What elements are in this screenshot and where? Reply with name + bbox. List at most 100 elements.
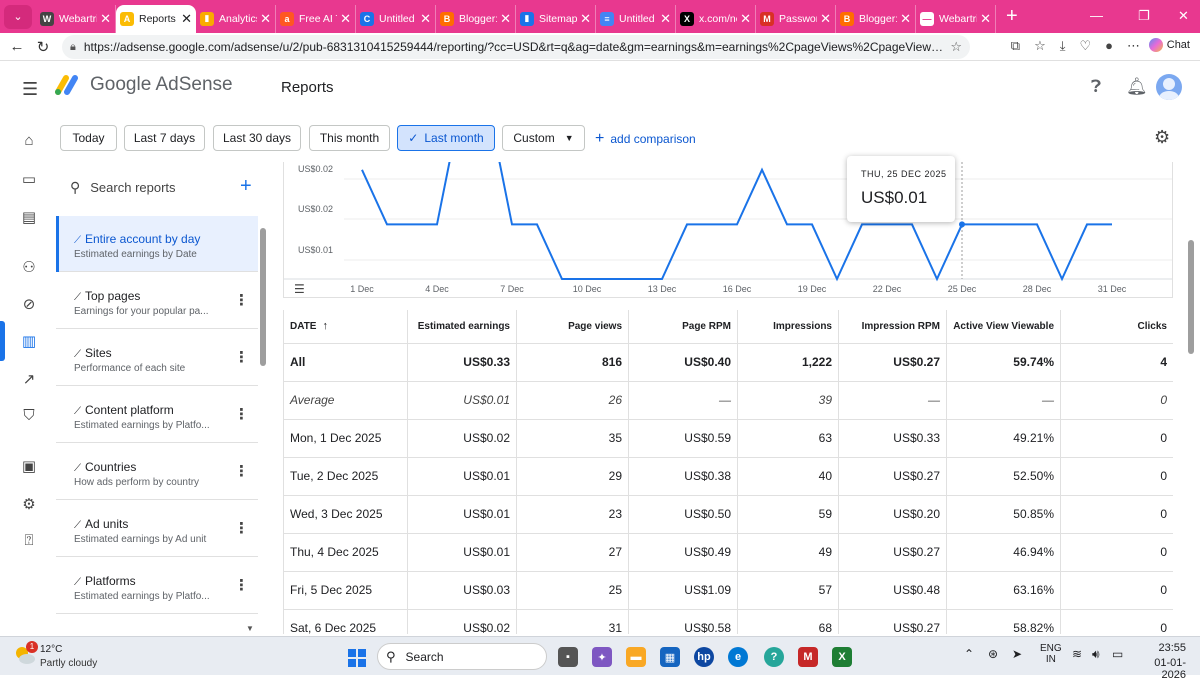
favorite-star-icon[interactable]: ☆ bbox=[950, 39, 962, 54]
hp-app-icon[interactable]: hp bbox=[694, 647, 714, 667]
browser-tab[interactable]: C Untitled ✕ bbox=[356, 4, 436, 33]
report-list-item[interactable]: ⟋ Ad units Estimated earnings by Ad unit ⋮ bbox=[56, 501, 258, 557]
browser-tab[interactable]: a Free AI T✕ bbox=[276, 4, 356, 33]
reports-panel-scrollbar[interactable] bbox=[260, 228, 266, 366]
browser-tab[interactable]: Xx.com/no✕ bbox=[676, 4, 756, 33]
copilot-app-icon[interactable]: ✦ bbox=[592, 647, 612, 667]
home-icon[interactable]: ⌂ bbox=[24, 132, 34, 149]
feedback-icon[interactable]: ⍰ bbox=[24, 532, 34, 549]
health-icon[interactable]: ♡ bbox=[1079, 38, 1092, 53]
more-options-icon[interactable]: ⋮ bbox=[234, 292, 249, 309]
wifi-icon[interactable]: ≋ bbox=[1072, 647, 1083, 661]
chip-today[interactable]: Today bbox=[60, 125, 117, 151]
create-report-button[interactable]: + bbox=[240, 175, 252, 197]
more-options-icon[interactable]: ⋮ bbox=[234, 349, 249, 366]
page-scrollbar[interactable] bbox=[1188, 240, 1194, 354]
column-header[interactable]: Impression RPM bbox=[838, 310, 947, 344]
tab-actions-menu-button[interactable]: ⌄ bbox=[4, 4, 32, 29]
browser-tab[interactable]: W Webartrix✕ bbox=[36, 4, 116, 33]
privacy-messaging-icon[interactable]: ⛉ bbox=[23, 407, 35, 424]
system-clock[interactable]: 23:55 01-01-2026 bbox=[1132, 642, 1186, 681]
browser-tab[interactable]: B Blogger: ✕ bbox=[436, 4, 516, 33]
column-header[interactable]: Page views bbox=[516, 310, 629, 344]
browser-tab[interactable]: B Blogger: ✕ bbox=[836, 4, 916, 33]
chip-last-30-days[interactable]: Last 30 days bbox=[213, 125, 301, 151]
browser-tab[interactable]: A Reports –✕ bbox=[116, 4, 196, 33]
report-list-item[interactable]: ⟋ Countries How ads perform by country ⋮ bbox=[56, 444, 258, 500]
optimization-icon[interactable]: ↗ bbox=[22, 371, 36, 388]
back-icon[interactable]: ← bbox=[9, 38, 25, 55]
more-options-icon[interactable]: ⋮ bbox=[234, 520, 249, 537]
tab-close-icon[interactable]: ✕ bbox=[980, 10, 991, 26]
show-hidden-icons-icon[interactable]: ⌃ bbox=[964, 647, 975, 661]
browser-tab[interactable]: ▮ Analytics ✕ bbox=[196, 4, 276, 33]
search-reports[interactable]: ⚲ Search reports + bbox=[70, 175, 252, 197]
report-list-item[interactable]: ⟋ Content platform Estimated earnings by P… bbox=[56, 387, 258, 443]
favorites-icon[interactable]: ☆ bbox=[1034, 38, 1046, 53]
tab-close-icon[interactable]: ✕ bbox=[340, 10, 351, 26]
battery-icon[interactable]: ▭ bbox=[1112, 647, 1124, 661]
mcafee-icon[interactable]: M bbox=[798, 647, 818, 667]
reload-icon[interactable]: ↻ bbox=[36, 38, 50, 56]
settings-icon[interactable]: ⚙ bbox=[22, 496, 36, 513]
tab-close-icon[interactable]: ✕ bbox=[820, 10, 831, 26]
store-icon[interactable]: ▦ bbox=[660, 647, 680, 667]
reports-icon[interactable]: ▥ bbox=[21, 333, 37, 350]
more-icon[interactable]: ⋯ bbox=[1127, 38, 1140, 53]
report-list-item[interactable]: ⟋ Platforms Estimated earnings by Platfo..… bbox=[56, 558, 258, 614]
earnings-chart[interactable]: US$0.02 US$0.02 US$0.01 1 Dec 4 Dec 7 Dec 10 D… bbox=[283, 162, 1173, 298]
edge-browser-icon[interactable]: e bbox=[728, 647, 748, 667]
notifications-icon[interactable]: 🔔︎ bbox=[1126, 77, 1148, 96]
copilot-chat-button[interactable]: Chat bbox=[1148, 38, 1190, 52]
report-settings-icon[interactable]: ⚙ bbox=[1154, 127, 1171, 147]
column-header[interactable]: Estimated earnings bbox=[407, 310, 517, 344]
more-options-icon[interactable]: ⋮ bbox=[234, 577, 249, 594]
tab-close-icon[interactable]: ✕ bbox=[420, 10, 431, 26]
support-app-icon[interactable]: ? bbox=[764, 647, 784, 667]
blocking-controls-icon[interactable]: ⊘ bbox=[22, 296, 36, 313]
column-header[interactable]: Page RPM bbox=[628, 310, 738, 344]
address-bar[interactable]: 🔒︎ https://adsense.google.com/adsense/u/… bbox=[62, 35, 970, 59]
more-options-icon[interactable]: ⋮ bbox=[234, 463, 249, 480]
tab-close-icon[interactable]: ✕ bbox=[740, 10, 751, 26]
more-options-icon[interactable]: ⋮ bbox=[234, 406, 249, 423]
column-header[interactable]: Clicks bbox=[1060, 310, 1173, 344]
report-list-item[interactable]: ⟋ Sites Performance of each site ⋮ bbox=[56, 330, 258, 386]
browser-tab[interactable]: M Password✕ bbox=[756, 4, 836, 33]
taskbar-search[interactable]: ⚲ Search bbox=[377, 643, 547, 670]
column-header[interactable]: Active View Viewable bbox=[946, 310, 1061, 344]
chip-last-month[interactable]: ✓ Last month bbox=[397, 125, 495, 151]
scroll-down-arrow-icon[interactable]: ▼ bbox=[246, 624, 254, 633]
chart-menu-icon[interactable]: ☰ bbox=[294, 282, 305, 296]
audience-icon[interactable]: ⚇ bbox=[22, 259, 36, 276]
adsense-logo[interactable]: Google AdSense bbox=[54, 74, 233, 96]
language-indicator[interactable]: ENG IN bbox=[1040, 643, 1062, 665]
profile-icon[interactable]: ● bbox=[1105, 38, 1113, 53]
column-header[interactable]: DATE ↑ bbox=[283, 310, 408, 344]
ads-icon[interactable]: ▤ bbox=[21, 209, 37, 226]
browser-tab[interactable]: ≡ Untitled ✕ bbox=[596, 4, 676, 33]
tab-close-icon[interactable]: ✕ bbox=[660, 10, 671, 26]
chip-custom[interactable]: Custom ▼ bbox=[502, 125, 585, 151]
start-button-icon[interactable] bbox=[348, 649, 366, 667]
tab-close-icon[interactable]: ✕ bbox=[181, 10, 192, 26]
tab-close-icon[interactable]: ✕ bbox=[100, 10, 111, 26]
new-tab-button[interactable]: + bbox=[1006, 5, 1018, 27]
minimize-icon[interactable]: — bbox=[1090, 8, 1103, 23]
column-header[interactable]: Impressions bbox=[737, 310, 839, 344]
extensions-icon[interactable]: ⧉ bbox=[1010, 38, 1021, 53]
volume-icon[interactable]: 🔊︎ bbox=[1092, 647, 1100, 661]
restore-icon[interactable]: ❐ bbox=[1138, 8, 1150, 23]
browser-tab[interactable]: ▮ Sitemaps✕ bbox=[516, 4, 596, 33]
chip-last-7-days[interactable]: Last 7 days bbox=[124, 125, 205, 151]
file-explorer-icon[interactable]: ▬ bbox=[626, 647, 646, 667]
account-avatar[interactable] bbox=[1156, 74, 1182, 100]
add-comparison-button[interactable]: + add comparison bbox=[595, 130, 696, 148]
help-icon[interactable]: ❓︎ bbox=[1091, 77, 1102, 96]
report-list-item[interactable]: ⟋ Entire account by day Estimated earnings… bbox=[56, 216, 258, 272]
chip-this-month[interactable]: This month bbox=[309, 125, 390, 151]
main-menu-icon[interactable]: ☰ bbox=[22, 79, 39, 99]
site-info-icon[interactable]: 🔒︎ bbox=[70, 40, 76, 53]
network-status-icon[interactable]: ⊛ bbox=[988, 647, 999, 661]
location-icon[interactable]: ➤ bbox=[1012, 647, 1023, 661]
